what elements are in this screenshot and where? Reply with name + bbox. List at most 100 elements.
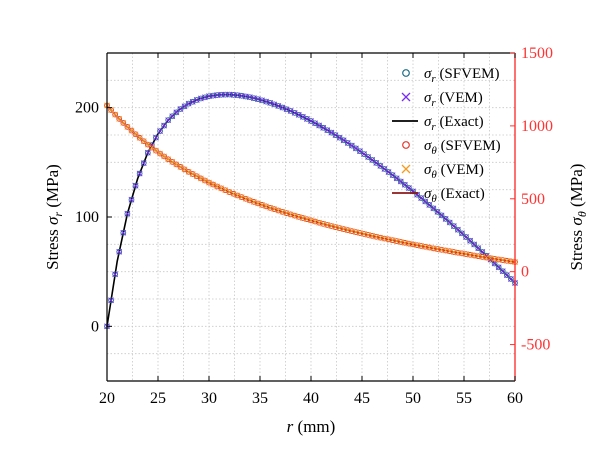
- legend-entry-method: (Exact): [436, 114, 484, 130]
- series-1-sfvem-point: [503, 257, 510, 264]
- series-1-sfvem-point: [414, 242, 420, 249]
- series-1-sfvem-point: [173, 161, 180, 168]
- y-left-axis-label-prefix: Stress: [43, 225, 62, 270]
- series-0-sfvem-point: [381, 166, 388, 172]
- y-right-tick-label: -500: [521, 337, 550, 354]
- series-1-sfvem-point: [438, 246, 445, 253]
- series-1-sfvem-point: [463, 251, 469, 257]
- series-0-sfvem-point: [357, 148, 363, 155]
- series-1-sfvem-point: [153, 147, 159, 154]
- series-1-sfvem-point: [410, 241, 416, 248]
- series-0-sfvem-point: [446, 219, 453, 226]
- legend-entry-sub: θ: [431, 193, 437, 205]
- series-0-sfvem-point: [434, 209, 441, 215]
- series-1-sfvem-point: [144, 141, 151, 148]
- legend-entry-sub: r: [431, 73, 436, 85]
- series-0-sfvem-point: [124, 210, 131, 217]
- series-0-sfvem-point: [108, 297, 114, 304]
- y-right-tick-label: 500: [521, 191, 545, 208]
- series-0-sfvem-point: [430, 205, 437, 212]
- series-1-sfvem-point: [336, 225, 343, 231]
- legend-entry-symbol: σ: [424, 162, 432, 178]
- series-0-sfvem-point: [438, 212, 445, 219]
- series-0-sfvem-point: [385, 169, 392, 175]
- series-0-sfvem-point: [165, 117, 172, 123]
- series-0-sfvem-point: [246, 94, 253, 101]
- series-0-sfvem-point: [206, 93, 212, 100]
- series-1-sfvem-point: [446, 248, 453, 255]
- series-1-sfvem-point: [136, 134, 143, 141]
- legend-entry-sub: θ: [431, 145, 437, 157]
- series-0-vem-point: [161, 122, 168, 129]
- series-0-sfvem-point: [177, 106, 184, 112]
- series-0-sfvem-point: [442, 216, 449, 222]
- series-1-sfvem-point: [157, 150, 163, 157]
- series-1-sfvem-point: [426, 244, 433, 251]
- y-right-tick-label: 1000: [521, 118, 553, 135]
- series-0-sfvem-point: [169, 113, 176, 120]
- series-0-sfvem-point: [222, 91, 229, 98]
- series-0-sfvem-point: [426, 202, 433, 208]
- series-0-vem-point: [140, 160, 147, 167]
- series-0-sfvem-point: [467, 237, 473, 244]
- series-0-sfvem-point: [418, 195, 425, 201]
- x-tick-label: 45: [354, 390, 370, 407]
- y-left-axis-label-unit: (MPa): [43, 164, 62, 212]
- series-0-sfvem-point: [140, 160, 147, 166]
- series-1-sfvem-point: [422, 243, 429, 250]
- series-0-sfvem-point: [503, 272, 510, 278]
- series-0-sfvem-point: [214, 92, 221, 98]
- y-left-tick-label: 0: [91, 318, 99, 335]
- series-1-sfvem-point: [389, 237, 396, 244]
- series-1-sfvem-point: [181, 166, 188, 173]
- series-0-sfvem-point: [251, 95, 257, 102]
- legend-entry-symbol: σ: [424, 186, 432, 202]
- series-0-vem-point: [136, 170, 143, 177]
- legend-entry-method: (SFVEM): [437, 138, 501, 154]
- series-group: [104, 91, 518, 330]
- series-0-sfvem-point: [226, 91, 233, 98]
- legend-entry-sub: θ: [431, 169, 437, 181]
- series-1-sfvem-point: [381, 235, 388, 242]
- series-1-sfvem-point: [161, 153, 167, 160]
- series-0-sfvem-point: [328, 129, 335, 136]
- series-0-sfvem-point: [455, 226, 461, 233]
- y-right-axis-label-sub: θ: [575, 211, 589, 217]
- legend-entry-symbol: σ: [424, 138, 432, 154]
- series-0-sfvem-point: [112, 271, 119, 278]
- series-0-sfvem-point: [422, 198, 429, 205]
- series-0-sfvem-point: [316, 122, 323, 129]
- series-0-vem-point: [116, 248, 123, 255]
- series-0-vem-point: [108, 297, 114, 304]
- series-0-vem-point: [144, 149, 151, 156]
- x-tick-label: 25: [150, 390, 166, 407]
- legend-entry-symbol: σ: [424, 66, 432, 82]
- series-1-sfvem-point: [401, 239, 408, 246]
- x-tick-label: 40: [303, 390, 319, 407]
- series-0-sfvem-point: [353, 145, 359, 152]
- series-1-sfvem-point: [124, 124, 131, 130]
- series-0-sfvem-point: [397, 178, 404, 185]
- x-axis-label-unit: (mm): [293, 417, 335, 436]
- series-0-sfvem-point: [136, 170, 143, 177]
- series-0-sfvem-point: [389, 172, 396, 178]
- series-0-sfvem-point: [369, 157, 376, 163]
- series-1-sfvem-point: [393, 238, 400, 244]
- series-0-sfvem-point: [210, 92, 216, 99]
- series-1-sfvem-point: [116, 116, 123, 122]
- series-1-sfvem-point: [169, 158, 176, 165]
- series-0-sfvem-point: [234, 92, 241, 99]
- series-0-vem-point: [128, 196, 135, 203]
- series-0-sfvem-point: [230, 92, 237, 98]
- series-0-sfvem-point: [157, 128, 163, 134]
- legend-entry-symbol: σ: [424, 90, 432, 106]
- series-1-sfvem-point: [455, 249, 461, 256]
- legend-entry-label: σr (SFVEM): [424, 66, 499, 85]
- series-0-vem-point: [120, 229, 127, 236]
- series-0-sfvem-point: [120, 229, 127, 236]
- series-1-sfvem-point: [344, 227, 351, 233]
- series-1-sfvem-point: [406, 240, 412, 247]
- y-right-axis-label-unit: (MPa): [567, 164, 586, 212]
- legend-entry-sub: r: [431, 121, 436, 133]
